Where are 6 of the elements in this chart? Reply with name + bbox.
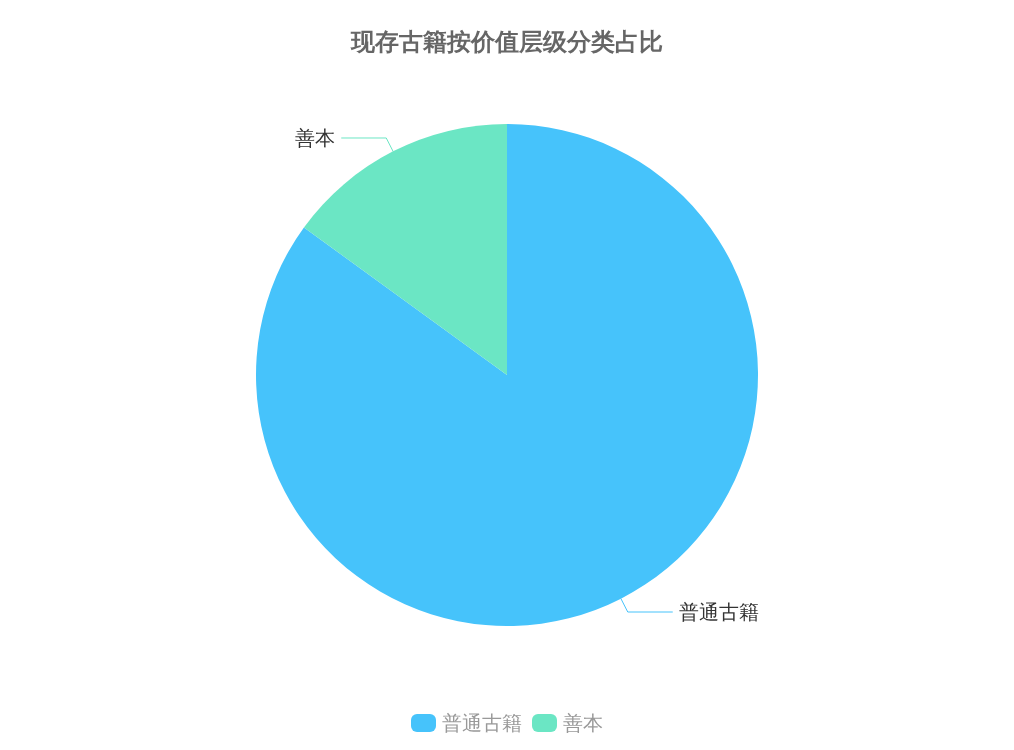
slice-label: 善本 <box>295 125 336 150</box>
legend-label: 善本 <box>563 711 603 735</box>
legend-label: 普通古籍 <box>442 711 522 735</box>
chart-title: 现存古籍按价值层级分类占比 <box>350 28 663 56</box>
slice-label: 普通古籍 <box>678 600 759 625</box>
pie-slice <box>256 124 758 626</box>
